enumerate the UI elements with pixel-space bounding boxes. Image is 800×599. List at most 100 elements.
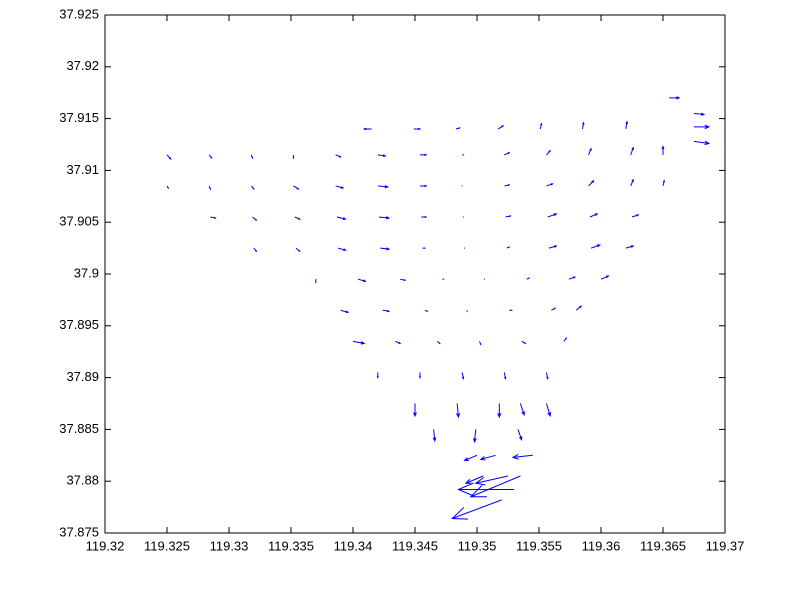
- x-tick-label: 119.345: [392, 538, 438, 553]
- arrow: [335, 154, 342, 158]
- arrow: [625, 120, 629, 130]
- arrow: [455, 127, 461, 130]
- arrow: [292, 154, 295, 160]
- arrow: [210, 216, 217, 219]
- arrow: [463, 454, 478, 461]
- arrow: [432, 429, 437, 443]
- arrow: [588, 147, 592, 156]
- arrow: [563, 337, 568, 342]
- x-tick-label: 119.37: [706, 538, 745, 553]
- arrow: [400, 278, 407, 281]
- arrow: [631, 214, 640, 218]
- arrow: [378, 216, 391, 220]
- arrow: [422, 247, 427, 249]
- arrow: [630, 146, 634, 156]
- arrow: [253, 247, 258, 253]
- arrow: [337, 247, 347, 251]
- arrow: [548, 245, 558, 249]
- arrow: [362, 127, 372, 131]
- arrow: [546, 149, 552, 156]
- arrow: [547, 213, 558, 218]
- arrow: [469, 475, 521, 498]
- arrow: [517, 429, 523, 441]
- arrow: [250, 185, 255, 191]
- x-tick-label: 119.325: [144, 538, 190, 553]
- arrow: [352, 340, 366, 345]
- arrow: [588, 179, 595, 187]
- arrow: [413, 403, 417, 418]
- arrow: [575, 305, 583, 311]
- arrow: [545, 403, 552, 418]
- arrow: [340, 309, 350, 314]
- arrow: [590, 244, 601, 249]
- arrow: [377, 154, 387, 157]
- arrow: [600, 275, 610, 280]
- arrow: [504, 184, 511, 187]
- y-tick-label: 37.905: [59, 214, 99, 229]
- x-tick-label: 119.33: [210, 538, 249, 553]
- arrow: [511, 454, 533, 460]
- arrow: [589, 213, 599, 218]
- arrow: [250, 154, 254, 160]
- arrow: [394, 340, 402, 344]
- arrow: [424, 309, 429, 312]
- arrow: [693, 140, 711, 146]
- arrow: [669, 96, 681, 100]
- y-tick-label: 37.915: [59, 110, 99, 125]
- arrow: [166, 154, 172, 160]
- arrow: [335, 185, 345, 189]
- axes-box: [104, 14, 726, 534]
- arrow: [464, 475, 484, 484]
- arrow: [208, 185, 211, 191]
- x-tick-label: 119.365: [640, 538, 686, 553]
- arrow: [421, 215, 428, 219]
- arrow: [295, 247, 301, 253]
- arrow: [630, 178, 634, 187]
- x-tick-label: 119.355: [516, 538, 562, 553]
- arrow: [208, 154, 213, 159]
- arrow: [694, 124, 711, 130]
- arrow: [503, 372, 507, 380]
- y-tick-label: 37.925: [59, 6, 99, 21]
- arrow: [380, 247, 391, 251]
- arrow: [551, 307, 557, 311]
- arrow: [457, 482, 515, 497]
- y-tick-label: 37.91: [66, 162, 99, 177]
- arrow: [419, 184, 428, 188]
- y-tick-label: 37.895: [59, 317, 99, 332]
- arrow: [377, 185, 389, 189]
- x-tick-label: 119.35: [458, 538, 497, 553]
- arrow: [461, 372, 465, 380]
- arrow: [472, 429, 477, 444]
- arrow: [581, 121, 585, 130]
- y-tick-label: 37.88: [66, 473, 99, 488]
- arrow: [456, 403, 461, 419]
- x-tick-label: 119.34: [334, 538, 373, 553]
- y-tick-label: 37.92: [66, 58, 99, 73]
- arrow: [419, 153, 428, 157]
- arrow: [504, 152, 511, 156]
- arrow: [545, 372, 549, 380]
- arrow: [521, 340, 527, 345]
- arrow: [506, 246, 511, 249]
- x-tick-label: 119.36: [582, 538, 621, 553]
- arrow: [546, 183, 554, 187]
- arrow: [357, 278, 367, 283]
- arrow: [336, 216, 347, 221]
- arrow: [497, 125, 505, 130]
- arrow: [293, 185, 300, 190]
- y-tick-label: 37.875: [59, 524, 99, 539]
- arrow: [693, 112, 706, 116]
- x-tick-label: 119.32: [86, 538, 125, 553]
- y-tick-label: 37.89: [66, 369, 99, 384]
- arrow: [166, 185, 169, 190]
- arrow: [497, 403, 502, 419]
- arrow: [376, 372, 379, 379]
- y-tick-label: 37.9: [74, 265, 99, 280]
- arrow: [450, 499, 502, 520]
- arrow: [661, 145, 665, 155]
- y-tick-label: 37.885: [59, 421, 99, 436]
- arrow: [479, 341, 482, 346]
- arrow: [539, 122, 543, 130]
